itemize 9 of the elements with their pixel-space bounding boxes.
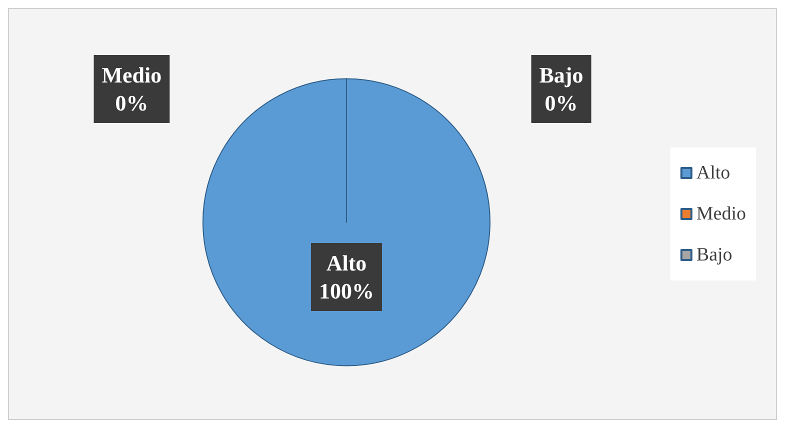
legend-label: Alto xyxy=(696,162,730,184)
legend-label: Bajo xyxy=(696,244,732,266)
slice-label: Alto xyxy=(326,250,367,276)
data-label: 100% xyxy=(318,278,374,304)
category-label: Bajo xyxy=(539,62,584,88)
category-label: Medio xyxy=(102,62,162,88)
text: 0% xyxy=(115,90,148,116)
text: 0% xyxy=(544,90,578,116)
legend-label: Medio xyxy=(696,204,746,224)
